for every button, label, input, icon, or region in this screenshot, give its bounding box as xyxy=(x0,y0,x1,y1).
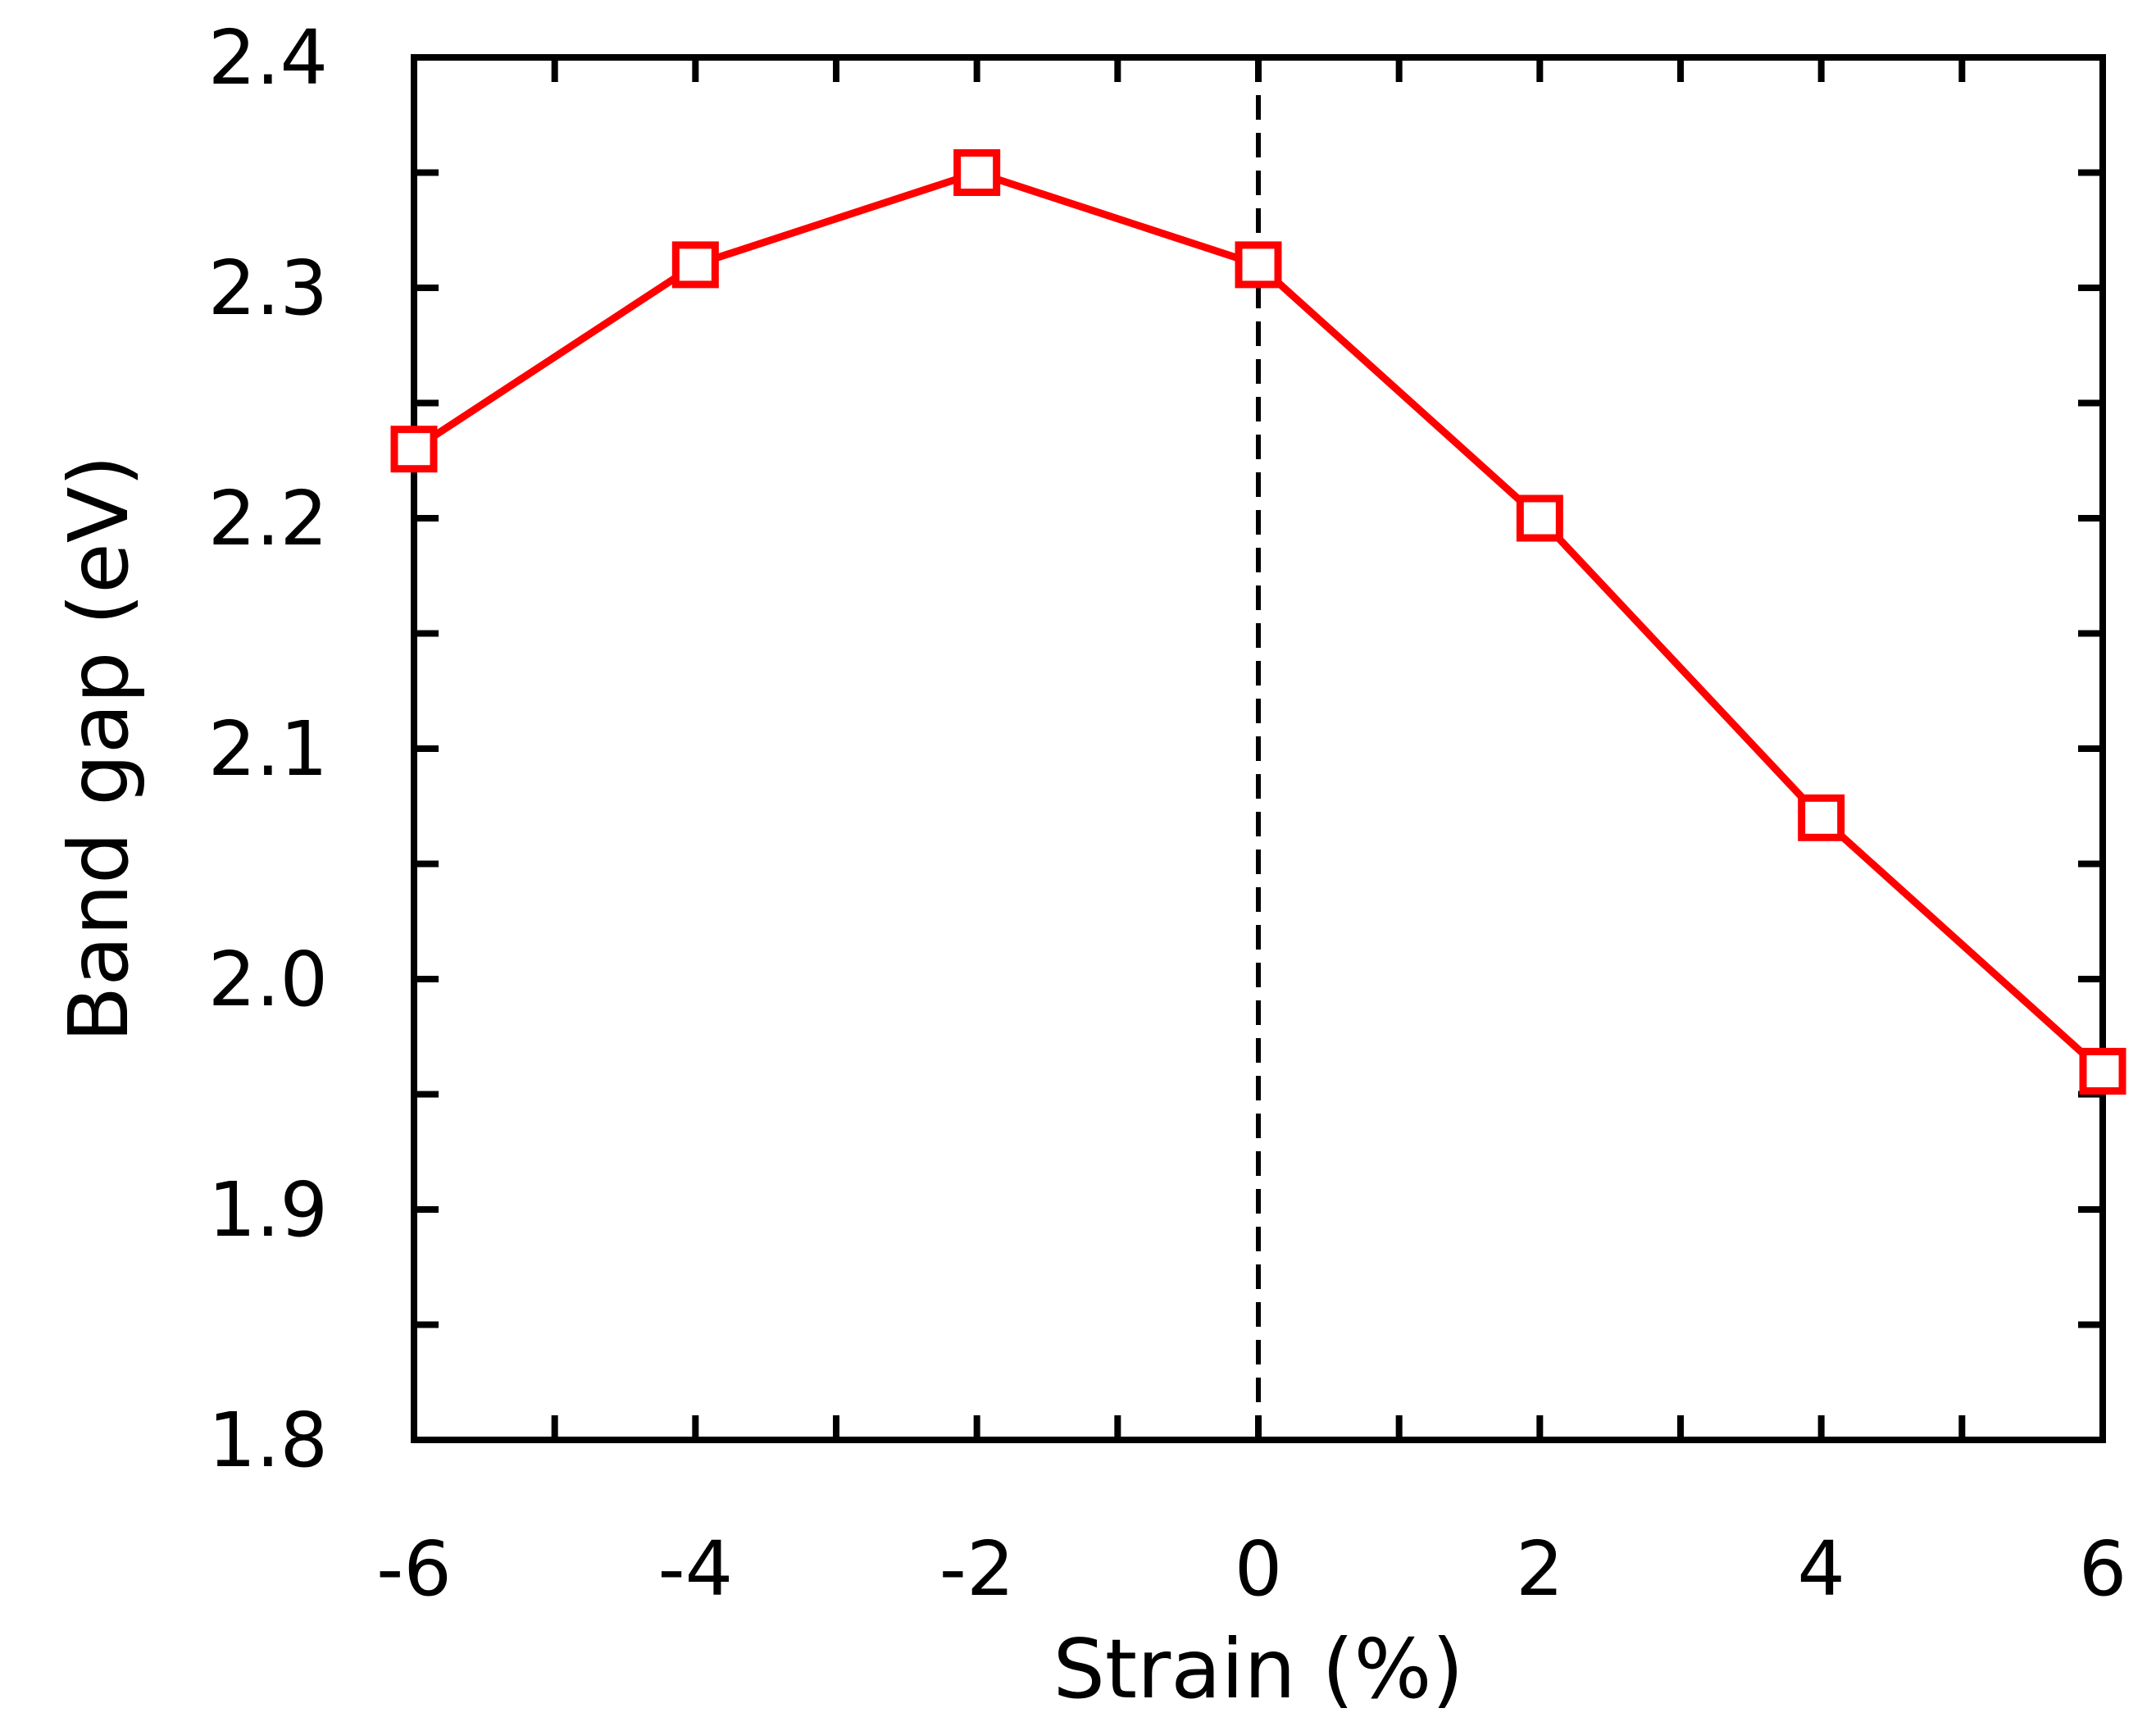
data-point-marker xyxy=(2079,1047,2126,1095)
data-point-marker xyxy=(1235,241,1282,289)
data-point-marker xyxy=(1516,494,1563,542)
x-tick-label: -2 xyxy=(939,1525,1015,1613)
y-tick-label: 2.0 xyxy=(208,936,328,1023)
x-tick-label: -4 xyxy=(657,1525,733,1613)
data-point-marker xyxy=(671,241,719,289)
y-tick-label: 2.2 xyxy=(208,475,328,563)
data-point-marker xyxy=(953,149,1001,196)
y-tick-label: 2.1 xyxy=(208,705,328,793)
y-tick-label: 1.9 xyxy=(208,1166,328,1254)
ticks-layer xyxy=(411,54,2106,1443)
y-axis-title: Band gap (eV) xyxy=(51,455,147,1043)
data-point-marker xyxy=(390,426,438,473)
y-tick-label: 2.3 xyxy=(208,244,328,332)
y-tick-label: 2.4 xyxy=(208,14,328,102)
x-tick-label: 6 xyxy=(2079,1525,2127,1613)
x-tick-label: 0 xyxy=(1235,1525,1283,1613)
x-tick-label: 2 xyxy=(1516,1525,1564,1613)
x-tick-label: 4 xyxy=(1797,1525,1845,1613)
series-layer xyxy=(390,149,2126,1095)
x-tick-label: -6 xyxy=(376,1525,452,1613)
tick-labels-layer: -6 -4 -2 0 2 4 6 1.8 1.9 2.0 2.1 2.2 2.3 2.4 xyxy=(208,14,2127,1613)
y-tick-label: 1.8 xyxy=(208,1396,328,1484)
data-point-marker xyxy=(1798,794,1845,841)
plot-frame xyxy=(411,54,2106,1443)
x-axis-title: Strain (%) xyxy=(1053,1621,1463,1717)
